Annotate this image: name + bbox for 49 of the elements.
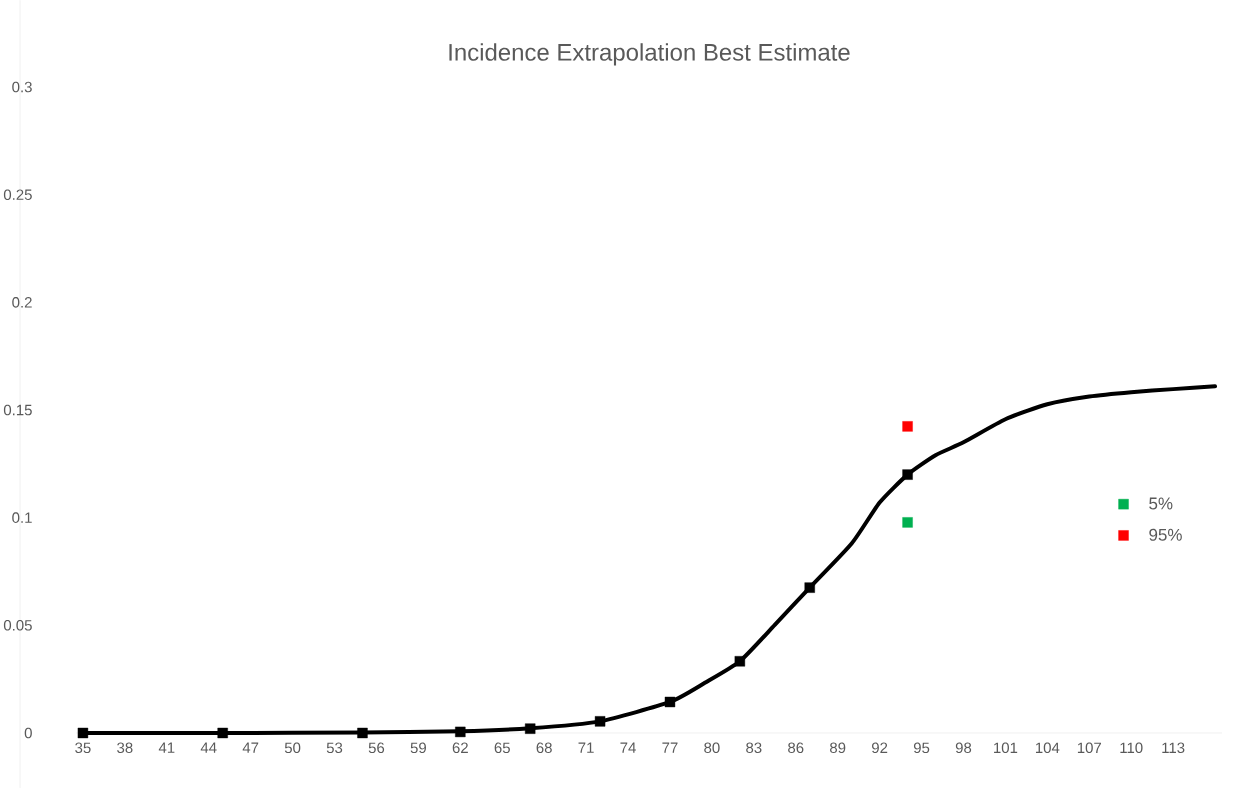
point bbox=[902, 517, 913, 528]
point bbox=[77, 727, 89, 739]
x-tick-label: 95 bbox=[913, 742, 930, 754]
x-tick-label: 71 bbox=[578, 742, 594, 753]
point bbox=[525, 723, 536, 734]
x-tick-label: 110 bbox=[1120, 742, 1143, 754]
x-tick-label: 47 bbox=[242, 742, 259, 753]
x-tick-label: 62 bbox=[452, 742, 468, 754]
x-tick-label: 89 bbox=[830, 742, 846, 754]
x-tick-label: 59 bbox=[410, 742, 426, 754]
x-tick-label: 44 bbox=[200, 742, 217, 753]
y-tick-label: 0.2 bbox=[12, 297, 32, 308]
x-tick-label: 80 bbox=[704, 742, 720, 754]
x-tick-label: 38 bbox=[117, 742, 133, 754]
x-tick-label: 98 bbox=[955, 742, 972, 754]
point bbox=[804, 582, 815, 593]
x-tick-label: 53 bbox=[326, 742, 343, 754]
x-tick-label: 92 bbox=[871, 742, 888, 754]
x-tick-label: 83 bbox=[746, 742, 762, 754]
x-tick-label: 35 bbox=[75, 742, 91, 754]
x-tick-label: 68 bbox=[536, 742, 552, 754]
y-tick-label: 0.1 bbox=[12, 512, 32, 523]
y-tick-label: 0.3 bbox=[12, 81, 32, 93]
legend-label: 95% bbox=[1149, 528, 1182, 541]
point bbox=[357, 727, 368, 739]
x-tick-label: 107 bbox=[1077, 742, 1102, 754]
x-tick-label: 56 bbox=[368, 742, 385, 754]
x-tick-label: 113 bbox=[1162, 742, 1185, 754]
x-tick-label: 74 bbox=[620, 742, 636, 753]
x-tick-label: 41 bbox=[158, 742, 175, 753]
chart-title: Incidence Extrapolation Best Estimate bbox=[449, 43, 850, 66]
point bbox=[734, 656, 746, 667]
point bbox=[664, 696, 676, 708]
x-tick-label: 104 bbox=[1035, 742, 1060, 754]
point bbox=[217, 727, 228, 739]
legend-label: 5% bbox=[1149, 497, 1173, 510]
point bbox=[455, 726, 466, 738]
x-tick-label: 77 bbox=[662, 742, 678, 753]
y-tick-label: 0 bbox=[24, 727, 32, 739]
point bbox=[902, 421, 913, 432]
point bbox=[594, 716, 606, 727]
x-tick-label: 65 bbox=[494, 742, 510, 754]
x-tick-label: 101 bbox=[994, 742, 1018, 754]
y-tick-label: 0.25 bbox=[3, 189, 32, 200]
point bbox=[902, 469, 913, 480]
y-tick-label: 0.05 bbox=[3, 619, 32, 631]
y-tick-label: 0.15 bbox=[3, 404, 32, 416]
x-tick-label: 86 bbox=[788, 742, 804, 754]
x-tick-label: 50 bbox=[284, 742, 301, 754]
